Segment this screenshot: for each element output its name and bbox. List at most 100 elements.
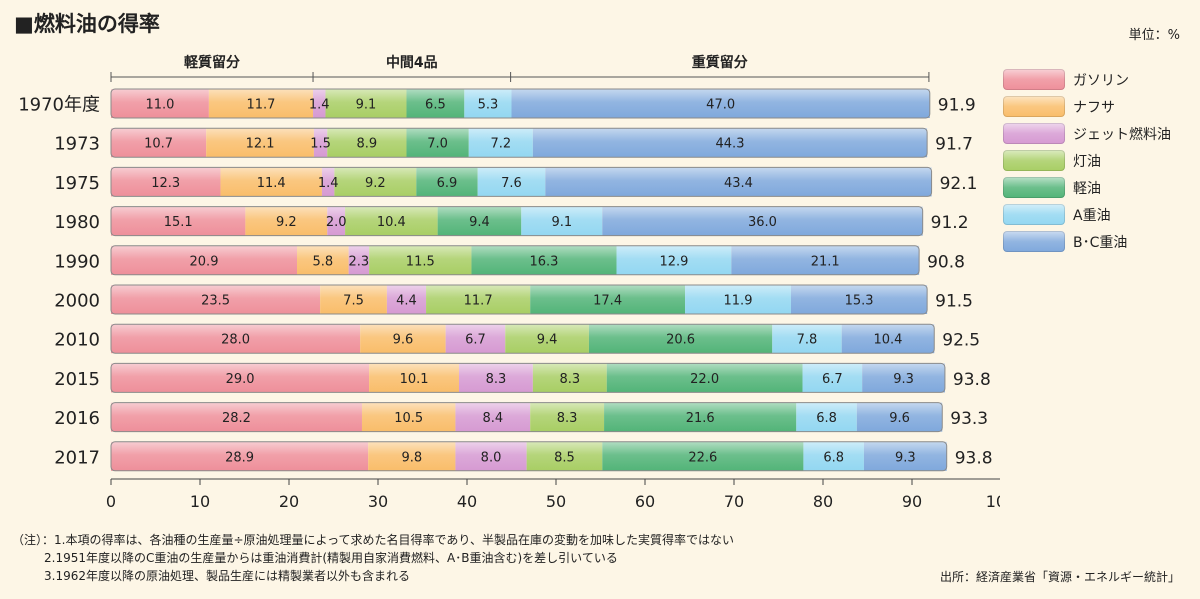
bar-segment (862, 363, 945, 393)
data-label: 20.6 (666, 333, 695, 348)
bar-segment (360, 324, 446, 354)
data-label: 6.7 (822, 372, 843, 387)
data-label: 15.1 (164, 215, 193, 230)
bar-segment (320, 285, 387, 314)
data-label: 9.8 (401, 450, 422, 465)
legend-label: B･C重油 (1073, 234, 1128, 251)
data-label: 8.3 (559, 372, 580, 387)
data-label: 9.1 (356, 98, 377, 113)
bar-segment (369, 245, 472, 275)
bar-row: 11.0 11.7 1.4 9.1 6.5 5.3 47.0 (110, 88, 931, 119)
bar-segment (856, 402, 943, 432)
data-label: 8.3 (486, 372, 507, 387)
bar-segment (505, 324, 589, 354)
data-label: 1.5 (310, 137, 331, 152)
bar-segment (468, 128, 533, 158)
bar-segment (445, 324, 506, 354)
data-label: 12.1 (246, 137, 275, 152)
legend-label: A重油 (1073, 207, 1111, 224)
legend-label: ナフサ (1073, 99, 1115, 116)
bar-segment (345, 206, 438, 236)
bar-segment (604, 402, 797, 432)
data-label: 6.9 (437, 176, 458, 191)
group-label-1: 中間4品 (386, 54, 438, 71)
data-label: 9.3 (893, 372, 914, 387)
data-label: 8.0 (481, 450, 502, 465)
bar-outline (110, 362, 946, 393)
data-label: 20.9 (190, 254, 219, 269)
data-label: 2.3 (349, 254, 370, 269)
total-label: 91.2 (931, 213, 969, 233)
data-label: 6.8 (816, 411, 837, 426)
bar-segment (111, 441, 369, 471)
bar-segment (368, 441, 456, 471)
bar-segment (111, 206, 246, 236)
bar-row: 28.9 9.8 8.0 8.5 22.6 6.8 9.3 (110, 441, 948, 472)
data-label: 6.8 (823, 450, 844, 465)
data-label: 36.0 (748, 215, 777, 230)
bar-segment (802, 363, 863, 393)
x-tick-label: 70 (724, 492, 744, 511)
category-label: 1973 (54, 134, 100, 155)
category-label: 2000 (54, 291, 100, 312)
category-label: 2016 (54, 408, 100, 429)
bar-segment (334, 167, 417, 197)
bar-segment (606, 363, 803, 393)
bar-segment (511, 89, 930, 118)
bar-segment (772, 324, 842, 354)
x-tick-label: 50 (546, 492, 566, 511)
legend-swatch (1003, 204, 1065, 225)
data-label: 5.8 (312, 254, 333, 269)
legend-item: ガソリン (1003, 66, 1183, 93)
data-label: 23.5 (201, 294, 230, 309)
data-label: 10.7 (144, 137, 173, 152)
bar-segment (458, 363, 533, 393)
data-label: 8.4 (482, 411, 503, 426)
data-label: 9.3 (895, 450, 916, 465)
bar-segment (220, 167, 322, 197)
legend-item: 軽油 (1003, 174, 1183, 201)
data-label: 9.2 (365, 176, 386, 191)
total-label: 91.5 (935, 292, 973, 312)
bar-segment (297, 245, 349, 275)
category-label: 2010 (54, 330, 100, 351)
data-label: 6.7 (465, 333, 486, 348)
total-label: 91.7 (935, 135, 973, 155)
data-label: 11.9 (724, 294, 753, 309)
bar-segment (455, 402, 531, 432)
bar-outline (110, 284, 928, 315)
bar-segment (111, 167, 221, 197)
chart-title: ■燃料油の得率 (14, 12, 160, 36)
bar-outline (110, 402, 943, 433)
bar-segment (406, 89, 465, 118)
bar-segment (325, 89, 407, 118)
data-label: 12.9 (659, 254, 688, 269)
bar-segment (437, 206, 522, 236)
x-tick-label: 40 (457, 492, 477, 511)
legend-item: B･C重油 (1003, 228, 1183, 255)
bar-segment (406, 128, 469, 158)
data-label: 9.4 (469, 215, 490, 230)
bar-segment (841, 324, 935, 354)
bar-segment (313, 89, 326, 118)
category-label: 1970年度 (18, 95, 100, 116)
data-label: 7.5 (343, 294, 364, 309)
category-label: 1990 (54, 251, 100, 272)
data-label: 10.1 (400, 372, 429, 387)
legend-swatch (1003, 123, 1065, 144)
x-tick-label: 60 (635, 492, 655, 511)
bar-segment (602, 441, 804, 471)
legend-item: A重油 (1003, 201, 1183, 228)
legend-swatch (1003, 96, 1065, 117)
bar-segment (588, 324, 773, 354)
bar-segment (111, 128, 207, 158)
total-label: 93.3 (950, 409, 988, 429)
total-label: 93.8 (953, 370, 991, 390)
data-label: 2.0 (326, 215, 347, 230)
x-tick-label: 20 (279, 492, 299, 511)
bar-segment (532, 363, 607, 393)
bar-segment (526, 441, 603, 471)
data-label: 11.4 (257, 176, 286, 191)
bar-row: 29.0 10.1 8.3 8.3 22.0 6.7 9.3 (110, 362, 946, 393)
bar-segment (361, 402, 456, 432)
